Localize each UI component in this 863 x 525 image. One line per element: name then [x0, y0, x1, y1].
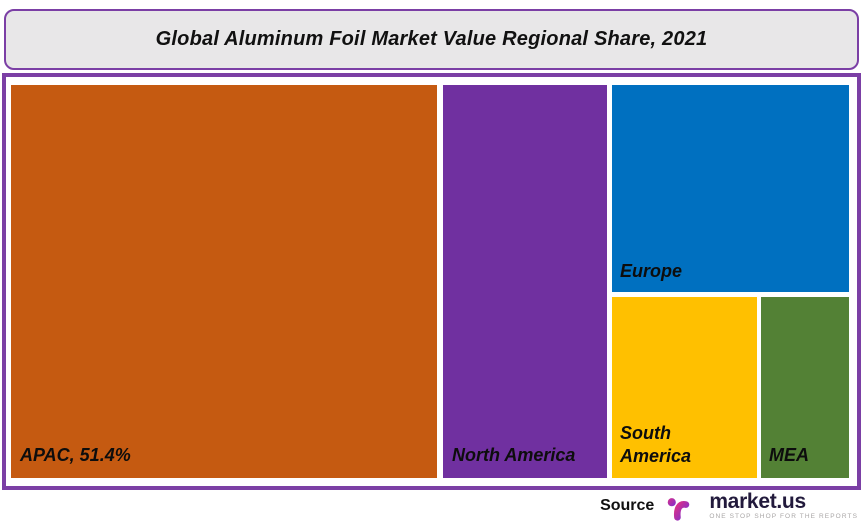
market-us-logo: market.us ONE STOP SHOP FOR THE REPORTS: [666, 489, 858, 523]
treemap-block-mea: MEA: [761, 297, 849, 478]
source-attribution: Source market.us ONE STOP SHOP FOR THE R…: [600, 488, 858, 524]
treemap-label-apac: APAC, 51.4%: [20, 444, 131, 465]
chart-title: Global Aluminum Foil Market Value Region…: [155, 28, 708, 50]
brand-name: market.us: [709, 490, 806, 514]
treemap-label-mea: MEA: [769, 444, 809, 465]
treemap-block-europe: Europe: [612, 85, 849, 292]
chart-title-box: Global Aluminum Foil Market Value Region…: [4, 9, 859, 70]
treemap-block-south-america: South America: [612, 297, 757, 478]
treemap-block-apac: APAC, 51.4%: [11, 85, 437, 478]
brand-tagline: ONE STOP SHOP FOR THE REPORTS: [709, 513, 858, 521]
treemap-block-north-america: North America: [443, 85, 607, 478]
treemap-label-north-america: North America: [452, 444, 576, 465]
brand-text-block: market.us ONE STOP SHOP FOR THE REPORTS: [709, 491, 858, 521]
source-label: Source: [600, 497, 655, 514]
treemap-frame: APAC, 51.4% North America Europe South A…: [2, 73, 861, 490]
treemap-label-south-america: South America: [620, 423, 692, 466]
treemap-label-europe: Europe: [620, 260, 683, 281]
market-us-logo-icon: [668, 493, 702, 522]
